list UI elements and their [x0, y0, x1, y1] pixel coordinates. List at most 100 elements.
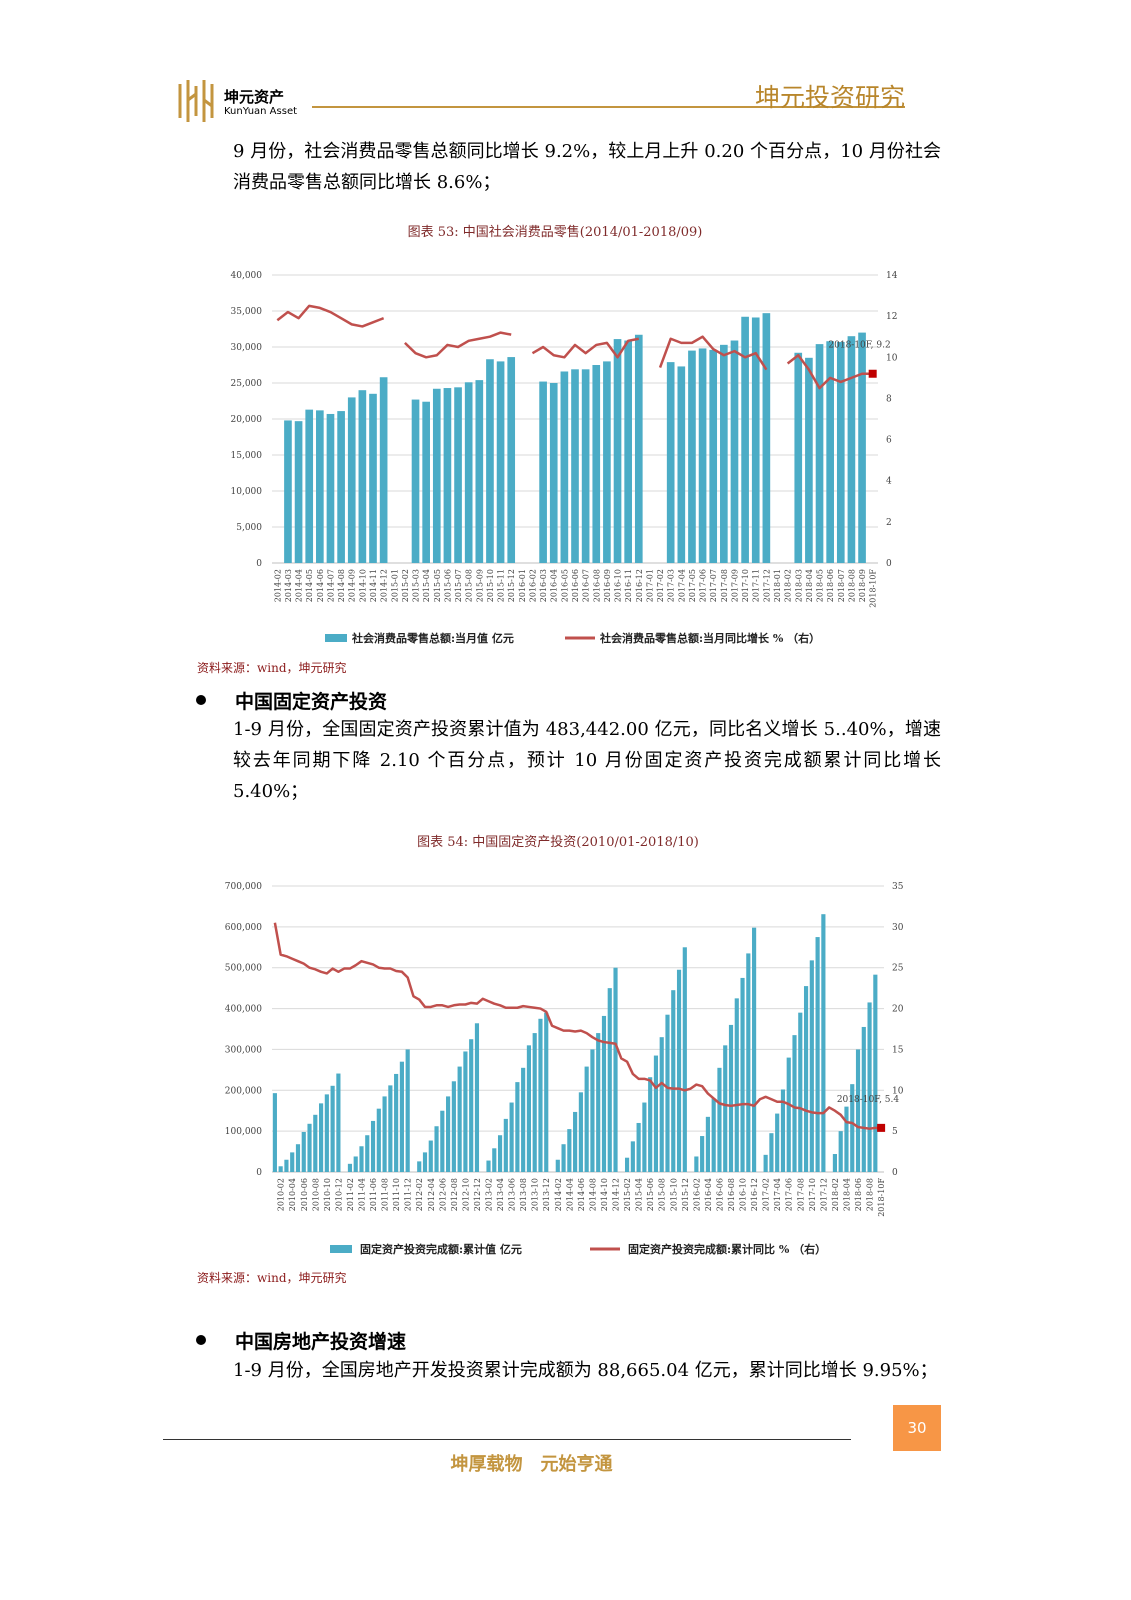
y2-tick-label: 5 [892, 1127, 898, 1137]
x-tick-label: 2016-02 [692, 1178, 701, 1211]
x-tick-label: 2011-04 [357, 1178, 366, 1211]
forecast-marker [877, 1123, 886, 1132]
x-tick-label: 2013-02 [485, 1178, 494, 1211]
bar [762, 313, 771, 563]
x-tick-label: 2011-08 [381, 1178, 390, 1211]
bar [399, 1061, 404, 1172]
bar [607, 988, 612, 1172]
bullet [196, 1335, 206, 1345]
bar [763, 1154, 768, 1172]
bar [295, 1144, 301, 1172]
x-tick-label: 2015-08 [465, 569, 474, 602]
bar [451, 1081, 456, 1172]
bar [305, 409, 314, 563]
y-tick-label: 400,000 [225, 1005, 262, 1015]
x-tick-label: 2018-08 [866, 1178, 875, 1211]
x-tick-label: 2014-06 [316, 569, 325, 602]
x-tick-label: 2014-10 [600, 1178, 609, 1211]
bar [434, 1126, 439, 1172]
bar [307, 1123, 312, 1172]
bar [786, 1057, 791, 1172]
x-tick-label: 2015-11 [497, 569, 506, 602]
x-tick-label: 2017-12 [762, 569, 771, 602]
logo-icon [178, 80, 214, 122]
bar [370, 1120, 376, 1172]
y-tick-label: 300,000 [225, 1045, 262, 1055]
bar [838, 1131, 843, 1172]
bar [634, 334, 643, 563]
bar [642, 1102, 647, 1172]
x-tick-label: 2017-02 [762, 1178, 771, 1211]
bar [844, 1106, 849, 1172]
bar [867, 1002, 872, 1172]
x-tick-label: 2015-01 [390, 569, 399, 602]
bar [659, 1037, 664, 1172]
bar [353, 1156, 358, 1172]
x-tick-label: 2011-06 [369, 1178, 378, 1211]
bar [624, 340, 632, 563]
bar [359, 1146, 364, 1172]
x-tick-label: 2015-06 [646, 1178, 655, 1211]
bar [717, 1067, 722, 1172]
x-tick-label: 2015-12 [507, 569, 516, 602]
x-tick-label: 2014-09 [348, 569, 357, 602]
section-heading: 中国固定资产投资 [235, 691, 388, 713]
legend-label: 社会消费品零售总额:当月同比增长 % （右） [599, 631, 820, 645]
bar [324, 1094, 329, 1172]
x-tick-label: 2016-02 [528, 569, 537, 602]
bar [751, 317, 760, 563]
bar [486, 359, 494, 563]
bar [497, 1135, 503, 1172]
x-tick-label: 2014-06 [577, 1178, 586, 1211]
chart-source: 资料来源：wind，坤元研究 [197, 660, 347, 675]
annotation: 2018-10F, 5.4 [837, 1095, 900, 1105]
x-tick-label: 2015-06 [443, 569, 452, 602]
bullet [196, 695, 206, 705]
x-tick-label: 2012-04 [427, 1178, 436, 1211]
x-tick-label: 2017-07 [709, 569, 718, 602]
bar [601, 1015, 607, 1172]
footer-motto: 坤厚载物 元始亨通 [450, 1454, 613, 1475]
y2-tick-label: 30 [892, 923, 904, 933]
logo-english: KunYuan Asset [224, 106, 298, 117]
x-tick-label: 2018-04 [805, 569, 814, 602]
y-tick-label: 0 [256, 559, 262, 569]
section-heading: 中国房地产投资增速 [235, 1331, 407, 1353]
legend-label: 社会消费品零售总额:当月值 亿元 [351, 631, 514, 645]
x-tick-label: 2015-03 [412, 569, 421, 602]
y-tick-label: 600,000 [225, 923, 262, 933]
x-tick-label: 2015-04 [422, 569, 431, 602]
bar [440, 1110, 445, 1172]
bar [532, 1033, 537, 1172]
x-tick-label: 2018-10F [869, 569, 878, 608]
bar [603, 361, 611, 563]
x-tick-label: 2015-07 [454, 569, 463, 602]
line [273, 922, 882, 1130]
x-tick-label: 2018-07 [837, 569, 846, 602]
bar [613, 339, 622, 563]
x-tick-label: 2018-02 [831, 1178, 840, 1211]
bar [313, 1114, 318, 1172]
bar [539, 381, 547, 563]
bar [720, 344, 728, 563]
x-tick-label: 2016-03 [539, 569, 548, 602]
bar [676, 969, 682, 1172]
x-tick-label: 2014-12 [612, 1178, 621, 1211]
bar [798, 1012, 803, 1172]
bar [446, 1096, 451, 1172]
bar [405, 1049, 410, 1172]
x-tick-label: 2016-06 [571, 569, 580, 602]
bar [555, 1159, 560, 1172]
bar [432, 388, 441, 563]
bar [705, 1116, 710, 1172]
bar [417, 1161, 422, 1172]
x-tick-label: 2014-03 [284, 569, 293, 602]
y2-tick-label: 14 [886, 271, 898, 281]
legend-label: 固定资产投资完成额:累计同比 % （右） [628, 1242, 826, 1256]
bar [809, 960, 814, 1172]
bar [584, 1066, 589, 1172]
bar [581, 369, 590, 563]
bar [794, 352, 803, 563]
bar [560, 371, 569, 563]
